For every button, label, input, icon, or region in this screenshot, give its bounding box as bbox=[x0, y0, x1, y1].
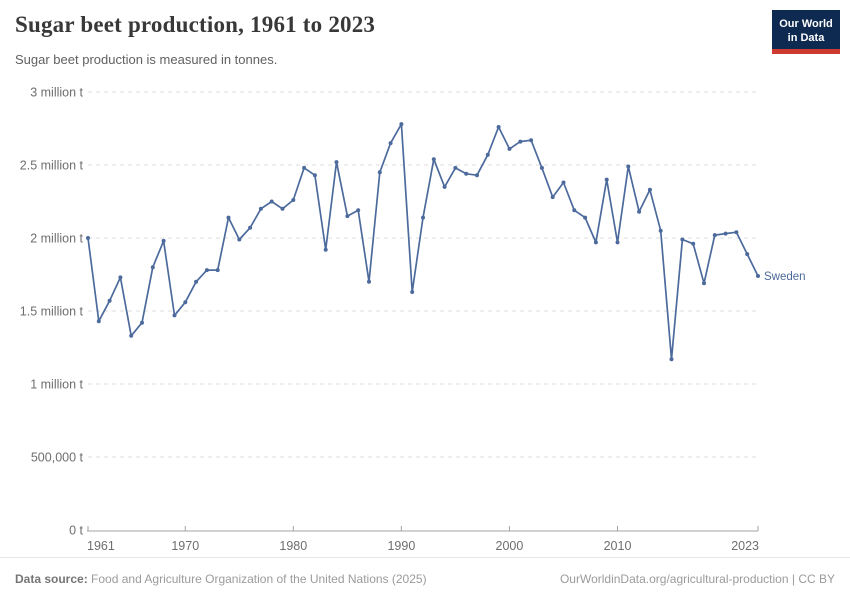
data-point[interactable] bbox=[323, 247, 328, 252]
data-point[interactable] bbox=[183, 300, 188, 305]
data-point[interactable] bbox=[204, 268, 209, 273]
data-point[interactable] bbox=[723, 231, 728, 236]
data-point[interactable] bbox=[712, 233, 717, 238]
data-point[interactable] bbox=[237, 237, 242, 242]
data-point[interactable] bbox=[356, 208, 361, 213]
data-point[interactable] bbox=[291, 198, 296, 202]
data-point[interactable] bbox=[161, 238, 166, 243]
data-source-label: Data source: bbox=[15, 572, 88, 586]
data-point[interactable] bbox=[107, 298, 112, 303]
x-axis-tick-label: 2000 bbox=[496, 539, 524, 553]
data-point[interactable] bbox=[626, 164, 631, 169]
data-point[interactable] bbox=[140, 320, 144, 325]
data-point[interactable] bbox=[637, 209, 642, 214]
data-point[interactable] bbox=[399, 122, 404, 127]
chart-subtitle: Sugar beet production is measured in ton… bbox=[15, 52, 278, 67]
data-point[interactable] bbox=[745, 252, 750, 257]
data-point[interactable] bbox=[96, 319, 101, 324]
data-point[interactable] bbox=[691, 241, 696, 246]
data-point[interactable] bbox=[496, 125, 501, 129]
data-point[interactable] bbox=[658, 228, 663, 233]
data-point[interactable] bbox=[561, 180, 566, 185]
data-point[interactable] bbox=[669, 357, 674, 362]
data-point[interactable] bbox=[507, 146, 512, 151]
data-source-note: Data source: Food and Agriculture Organi… bbox=[15, 572, 427, 586]
data-point[interactable] bbox=[431, 157, 436, 162]
data-point[interactable] bbox=[604, 177, 609, 182]
data-point[interactable] bbox=[680, 237, 685, 242]
data-point[interactable] bbox=[593, 240, 598, 245]
data-point[interactable] bbox=[518, 139, 523, 144]
data-point[interactable] bbox=[302, 165, 307, 170]
data-point[interactable] bbox=[215, 268, 220, 273]
x-axis-tick-label: 1961 bbox=[87, 539, 115, 553]
data-point[interactable] bbox=[86, 236, 90, 240]
data-point[interactable] bbox=[475, 173, 479, 178]
series-label-sweden[interactable]: Sweden bbox=[764, 271, 806, 283]
data-point[interactable] bbox=[334, 160, 339, 165]
data-point[interactable] bbox=[702, 281, 706, 286]
data-point[interactable] bbox=[442, 184, 447, 189]
x-axis-tick-label: 1980 bbox=[279, 539, 307, 553]
page-title: Sugar beet production, 1961 to 2023 bbox=[15, 12, 376, 37]
data-point[interactable] bbox=[129, 333, 134, 338]
data-point[interactable] bbox=[615, 240, 620, 245]
footer-credits: OurWorldinData.org/agricultural-producti… bbox=[560, 572, 835, 586]
data-point[interactable] bbox=[248, 225, 253, 230]
data-point[interactable] bbox=[258, 206, 263, 211]
data-point[interactable] bbox=[410, 290, 415, 294]
data-point[interactable] bbox=[734, 230, 739, 235]
y-axis-tick-label: 1 million t bbox=[30, 378, 83, 392]
data-point[interactable] bbox=[345, 214, 350, 219]
owid-logo-line1: Our World bbox=[779, 18, 833, 30]
data-point[interactable] bbox=[194, 279, 199, 284]
y-axis-tick-label: 1.5 million t bbox=[20, 305, 84, 319]
data-point[interactable] bbox=[269, 199, 274, 204]
data-point[interactable] bbox=[312, 173, 317, 178]
y-axis-tick-label: 3 million t bbox=[30, 86, 83, 100]
data-point[interactable] bbox=[118, 275, 123, 280]
x-axis-tick-label: 1990 bbox=[387, 539, 415, 553]
y-axis-tick-label: 2.5 million t bbox=[20, 159, 84, 173]
x-axis-tick-label: 1970 bbox=[171, 539, 199, 553]
data-point[interactable] bbox=[464, 171, 469, 176]
data-point[interactable] bbox=[421, 215, 425, 220]
y-axis-tick-label: 2 million t bbox=[30, 232, 83, 246]
data-point[interactable] bbox=[226, 215, 231, 220]
x-axis-tick-label: 2010 bbox=[604, 539, 632, 553]
data-point[interactable] bbox=[150, 265, 155, 270]
data-point[interactable] bbox=[539, 165, 544, 170]
owid-logo-line2: in Data bbox=[787, 32, 825, 44]
x-axis-tick-label: 2023 bbox=[731, 539, 759, 553]
data-point[interactable] bbox=[367, 279, 371, 284]
data-point[interactable] bbox=[572, 208, 577, 213]
owid-url-link[interactable]: OurWorldinData.org/agricultural-producti… bbox=[559, 572, 789, 586]
data-point[interactable] bbox=[485, 152, 490, 157]
production-line bbox=[87, 123, 759, 361]
data-point[interactable] bbox=[529, 138, 534, 143]
data-point[interactable] bbox=[550, 195, 555, 200]
data-point[interactable] bbox=[172, 313, 177, 318]
line-chart-canvas[interactable]: 0 t 500,000 t 1 million t 1.5 million t 2 mi… bbox=[0, 0, 850, 557]
license-text: | CC BY bbox=[788, 572, 835, 586]
chart-footer: Data source: Food and Agriculture Organi… bbox=[0, 557, 850, 600]
data-point[interactable] bbox=[377, 170, 382, 175]
data-point[interactable] bbox=[647, 187, 652, 192]
data-point[interactable] bbox=[388, 141, 393, 146]
owid-logo: Our World in Data bbox=[772, 10, 840, 54]
y-axis-tick-label: 500,000 t bbox=[31, 451, 84, 465]
data-point[interactable] bbox=[280, 206, 285, 211]
data-source-text: Food and Agriculture Organization of the… bbox=[87, 572, 427, 586]
y-axis-tick-label: 0 t bbox=[69, 524, 83, 538]
data-point[interactable] bbox=[583, 215, 588, 220]
data-point[interactable] bbox=[453, 165, 458, 170]
data-point[interactable] bbox=[756, 274, 760, 278]
